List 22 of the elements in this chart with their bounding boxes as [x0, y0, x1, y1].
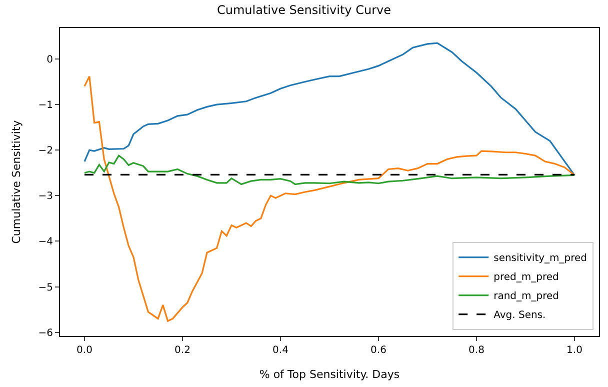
x-tick-label: 0.4 — [272, 345, 288, 356]
chart-title: Cumulative Sensitivity Curve — [217, 3, 391, 18]
y-tick-label: −2 — [38, 146, 53, 157]
legend-label: Avg. Sens. — [494, 310, 546, 322]
legend-label: sensitivity_m_pred — [494, 253, 588, 264]
x-tick-label: 0.0 — [76, 345, 92, 356]
x-tick-label: 1.0 — [566, 345, 582, 356]
y-tick-label: −4 — [38, 236, 53, 248]
x-tick-label: 0.6 — [370, 345, 386, 356]
line-series — [84, 154, 576, 186]
line-series — [84, 42, 576, 176]
y-tick-label: 0 — [46, 54, 53, 66]
y-tick-label: −3 — [38, 191, 53, 202]
y-tick-label: −1 — [38, 100, 53, 112]
legend-label: pred_m_pred — [494, 272, 559, 284]
y-tick-label: −5 — [38, 282, 53, 294]
x-tick-label: 0.8 — [468, 345, 484, 356]
legend-label: rand_m_pred — [494, 291, 560, 302]
y-axis-title: Cumulative Sensitivity — [10, 120, 23, 244]
x-tick-label: 0.2 — [174, 345, 190, 356]
x-axis-title: % of Top Sensitivity. Days — [259, 368, 400, 382]
y-tick-label: −6 — [38, 328, 53, 339]
